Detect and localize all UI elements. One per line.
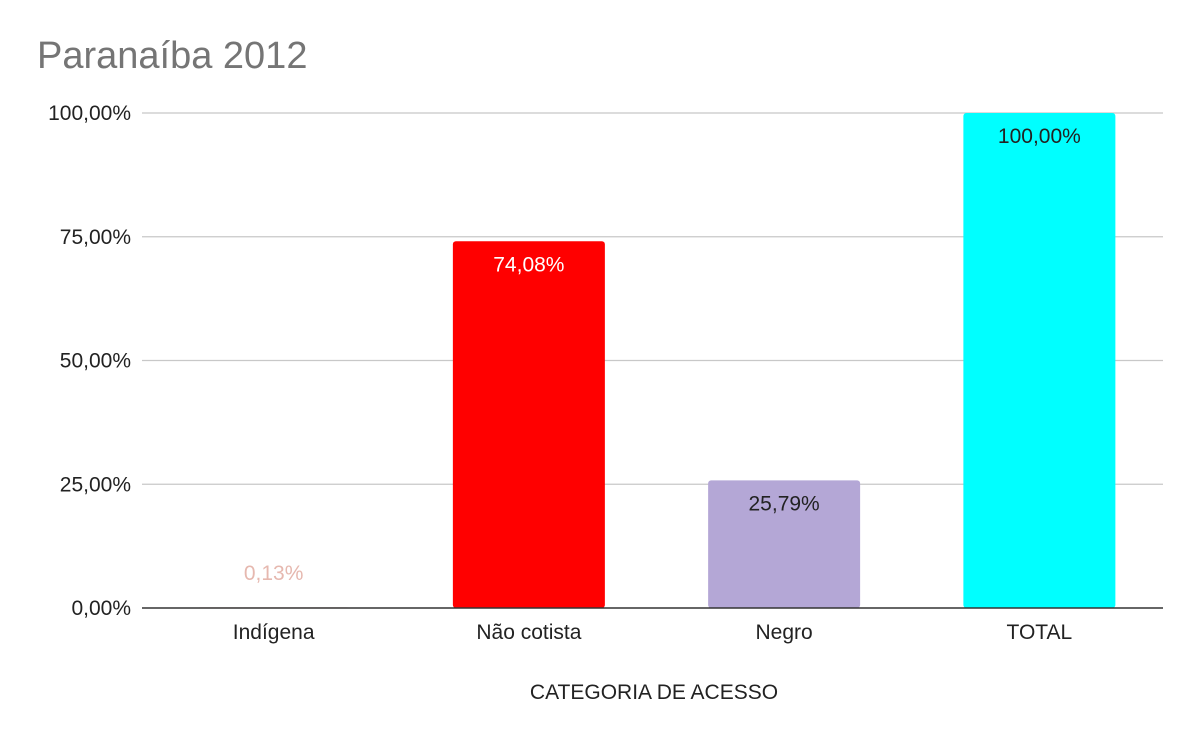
- x-tick-label: Indígena: [233, 621, 315, 644]
- data-labels: 0,13% 74,08% 25,79% 100,00%: [244, 125, 1081, 585]
- y-axis-ticks: 0,00% 25,00% 50,00% 75,00% 100,00%: [48, 102, 131, 620]
- bar: [452, 241, 605, 608]
- x-axis-categories: Indígena Não cotista Negro TOTAL: [233, 621, 1073, 644]
- data-label: 25,79%: [749, 492, 820, 515]
- y-tick-label: 0,00%: [71, 597, 131, 620]
- x-tick-label: Não cotista: [476, 621, 581, 644]
- data-label: 0,13%: [244, 562, 304, 585]
- y-tick-label: 75,00%: [60, 226, 131, 249]
- x-axis-title: CATEGORIA DE ACESSO: [530, 681, 778, 704]
- x-tick-label: Negro: [756, 621, 813, 644]
- bars: [197, 113, 1116, 608]
- x-tick-label: TOTAL: [1007, 621, 1073, 644]
- y-tick-label: 25,00%: [60, 473, 131, 496]
- bar: [708, 480, 861, 608]
- chart-title: Paranaíba 2012: [37, 35, 307, 77]
- data-label: 74,08%: [493, 253, 564, 276]
- data-label: 100,00%: [998, 125, 1081, 148]
- y-tick-label: 100,00%: [48, 102, 131, 125]
- bar: [963, 113, 1116, 608]
- y-tick-label: 50,00%: [60, 350, 131, 373]
